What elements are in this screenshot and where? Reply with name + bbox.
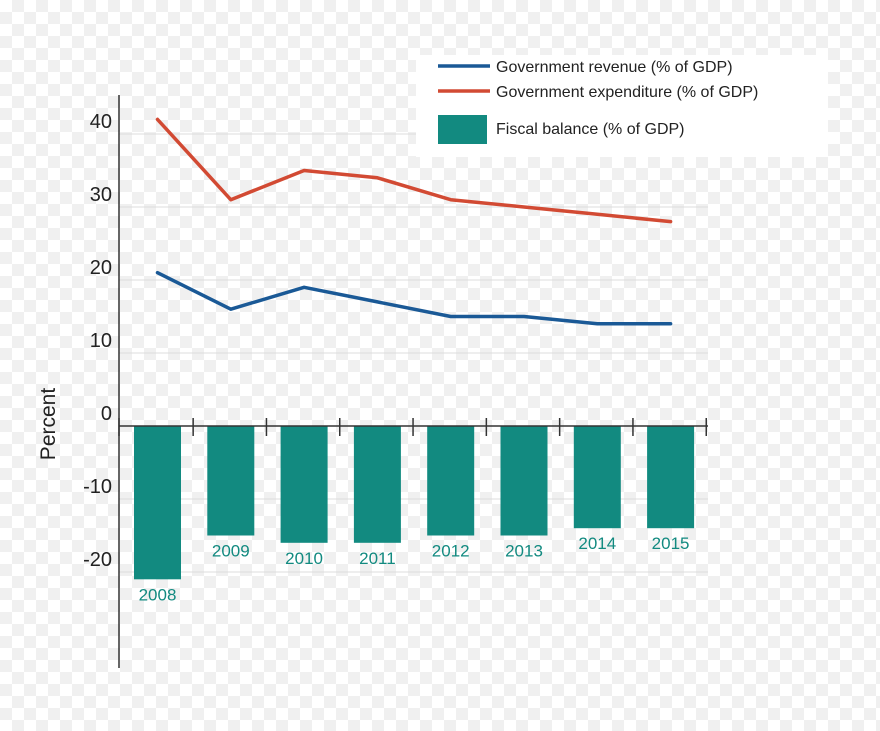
year-label-2009: 2009 [212, 542, 250, 561]
line-government-expenditure [155, 117, 673, 224]
line-series [155, 117, 673, 326]
bar-fiscal-balance-2013 [500, 426, 548, 536]
year-label-2010: 2010 [285, 549, 323, 568]
y-tick-label: 40 [90, 111, 112, 133]
year-label-2013: 2013 [505, 542, 543, 561]
y-tick-label: 10 [90, 330, 112, 352]
y-tick-label: -10 [83, 476, 112, 498]
legend-swatch-fiscal-balance [438, 115, 487, 144]
year-label-2012: 2012 [432, 542, 470, 561]
year-label-2015: 2015 [652, 534, 690, 553]
bar-fiscal-balance-2009 [207, 426, 255, 536]
year-label-2014: 2014 [578, 534, 616, 553]
y-tick-label: 0 [101, 403, 112, 425]
year-label-2011: 2011 [359, 549, 396, 568]
year-label-2008: 2008 [139, 585, 177, 604]
fiscal-balance-bars [134, 426, 695, 580]
bar-fiscal-balance-2012 [427, 426, 475, 536]
x-axis-ticks [118, 418, 707, 436]
bar-fiscal-balance-2008 [134, 426, 181, 580]
y-tick-label: -20 [83, 549, 112, 571]
y-tick-label: 30 [90, 184, 112, 206]
legend-label-fiscal-balance: Fiscal balance (% of GDP) [496, 121, 685, 138]
legend: Government revenue (% of GDP) Government… [416, 55, 828, 157]
bar-fiscal-balance-2011 [353, 426, 401, 543]
year-labels: 2008 2009 2010 2011 2012 2013 2014 2015 [139, 534, 690, 604]
line-government-revenue [155, 270, 673, 326]
bar-fiscal-balance-2014 [573, 426, 621, 529]
legend-label-expenditure: Government expenditure (% of GDP) [496, 84, 758, 101]
axes [118, 95, 708, 668]
y-axis-title: Percent [37, 388, 60, 461]
bar-fiscal-balance-2015 [647, 426, 695, 529]
y-tick-label: 20 [90, 257, 112, 279]
bar-fiscal-balance-2010 [280, 426, 328, 543]
y-tick-labels: 40 30 20 10 0 -10 -20 [83, 111, 112, 571]
legend-label-revenue: Government revenue (% of GDP) [496, 59, 733, 76]
